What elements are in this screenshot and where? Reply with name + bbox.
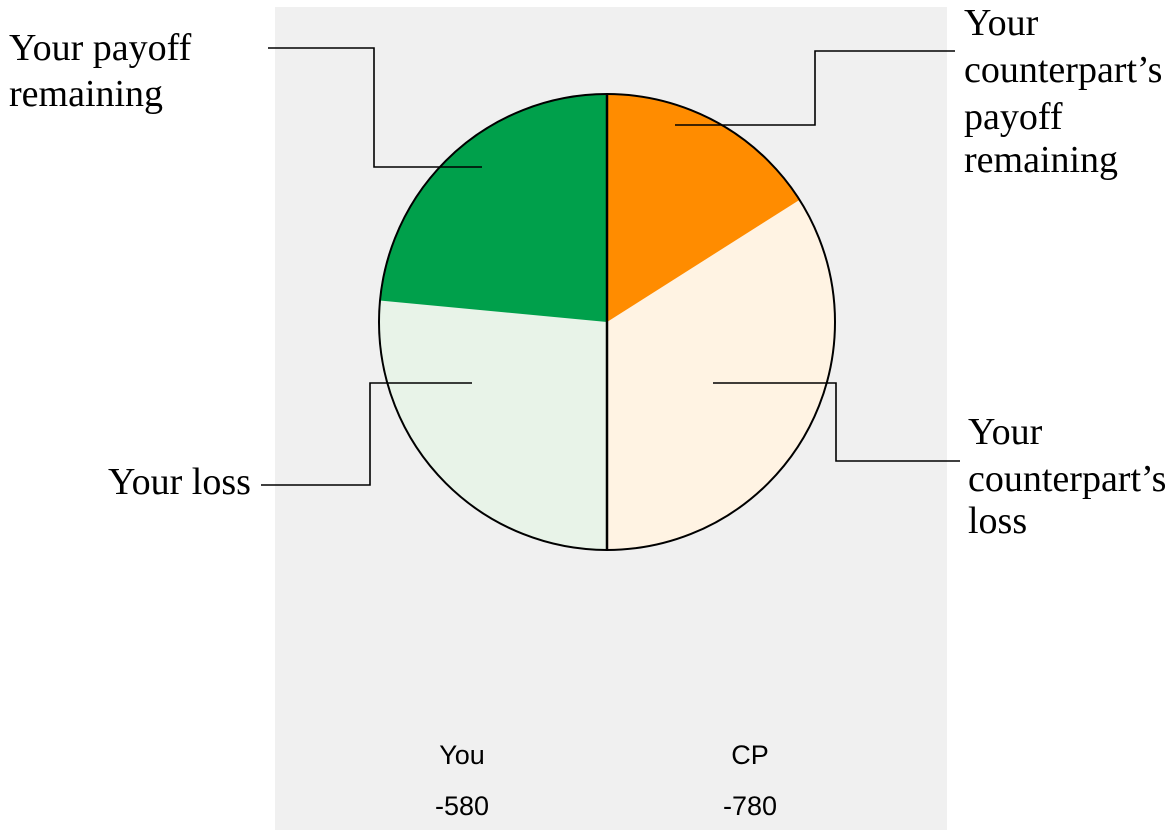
slice-your-payoff-remaining [380,94,607,322]
player-you-value: -580 [435,791,489,821]
leader-counterpart-loss [713,382,960,462]
leader-your-loss [261,382,472,486]
player-cp-value: -780 [723,791,777,821]
slice-your-loss [379,300,607,550]
pie [378,93,836,551]
slice-counterpart-loss [607,199,835,551]
label-your-loss: Your loss [108,461,251,503]
label-your-payoff-remaining: Your payoff remaining [9,27,201,115]
leader-lines [261,47,960,486]
leader-your-payoff-remaining [268,47,482,168]
leader-counterpart-payoff-remaining [675,50,955,126]
player-you-label: You [439,740,485,770]
label-counterpart-loss: Your counterpart’s loss [968,411,1171,542]
slice-counterpart-payoff-remaining [607,94,800,322]
player-cp-label: CP [731,740,769,770]
label-counterpart-payoff-remaining: Your counterpart’s payoff remaining [964,2,1171,181]
